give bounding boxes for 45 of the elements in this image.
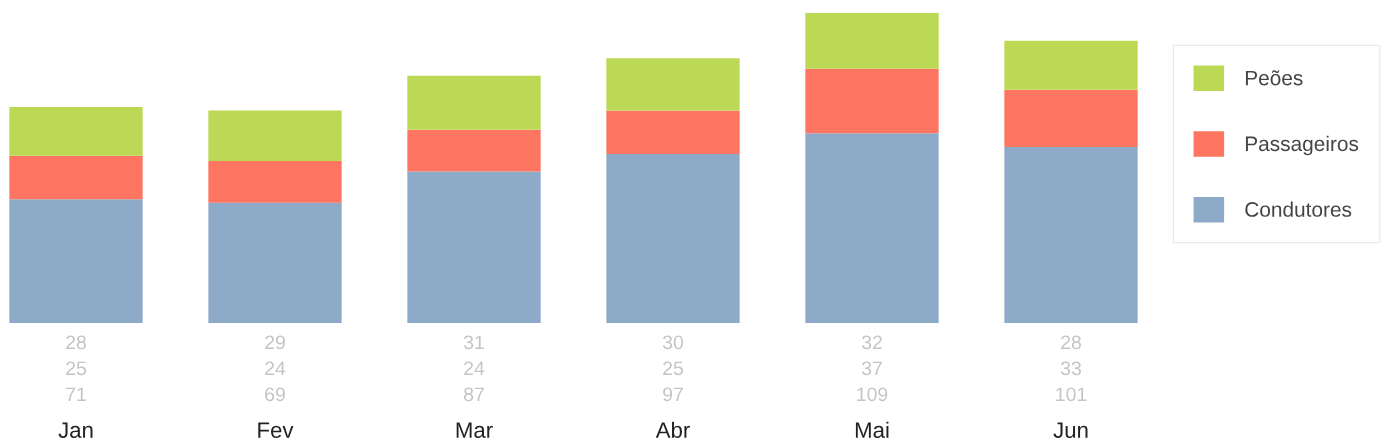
bar — [407, 75, 541, 130]
bar — [606, 154, 740, 323]
data-label: 25 — [66, 361, 86, 376]
data-label: 31 — [463, 335, 484, 350]
bar — [805, 13, 939, 69]
legend-label: Condutores — [1245, 201, 1352, 217]
x-tick-label: Jan — [58, 422, 93, 438]
bar — [208, 202, 342, 323]
bar — [407, 129, 541, 172]
x-tick-label: Mai — [855, 421, 889, 438]
legend-label: Passageiros — [1245, 135, 1359, 156]
bar — [208, 161, 342, 203]
bar — [805, 133, 939, 323]
data-label: 29 — [265, 335, 285, 350]
bar — [9, 199, 143, 323]
bar — [606, 58, 740, 111]
bar — [9, 155, 143, 200]
x-tick-label: Mar — [456, 422, 493, 438]
bar — [9, 107, 143, 156]
data-label: 32 — [861, 335, 882, 350]
bar — [606, 110, 740, 155]
data-label: 71 — [66, 387, 86, 402]
bar — [1004, 89, 1138, 148]
data-label: 69 — [265, 387, 285, 402]
bar — [805, 68, 939, 134]
data-label: 25 — [663, 361, 683, 376]
data-label: 109 — [857, 387, 888, 402]
x-tick-label: Fev — [258, 422, 294, 438]
bar — [1004, 147, 1138, 323]
data-label: 101 — [1056, 387, 1087, 402]
data-label: 33 — [1060, 361, 1081, 376]
x-tick-label: Jun — [1053, 422, 1088, 438]
bar — [407, 171, 541, 323]
data-label: 37 — [861, 361, 882, 376]
x-tick-label: Abr — [655, 421, 690, 438]
data-label: 24 — [265, 361, 286, 376]
data-label: 28 — [1061, 335, 1081, 350]
data-label: 28 — [66, 335, 86, 350]
bar — [1004, 40, 1138, 90]
data-label: 87 — [464, 387, 484, 402]
data-label: 24 — [464, 361, 485, 376]
data-label: 30 — [662, 335, 684, 350]
data-label: 97 — [663, 387, 683, 402]
bar — [208, 110, 342, 162]
legend-label: Peões — [1245, 70, 1303, 86]
